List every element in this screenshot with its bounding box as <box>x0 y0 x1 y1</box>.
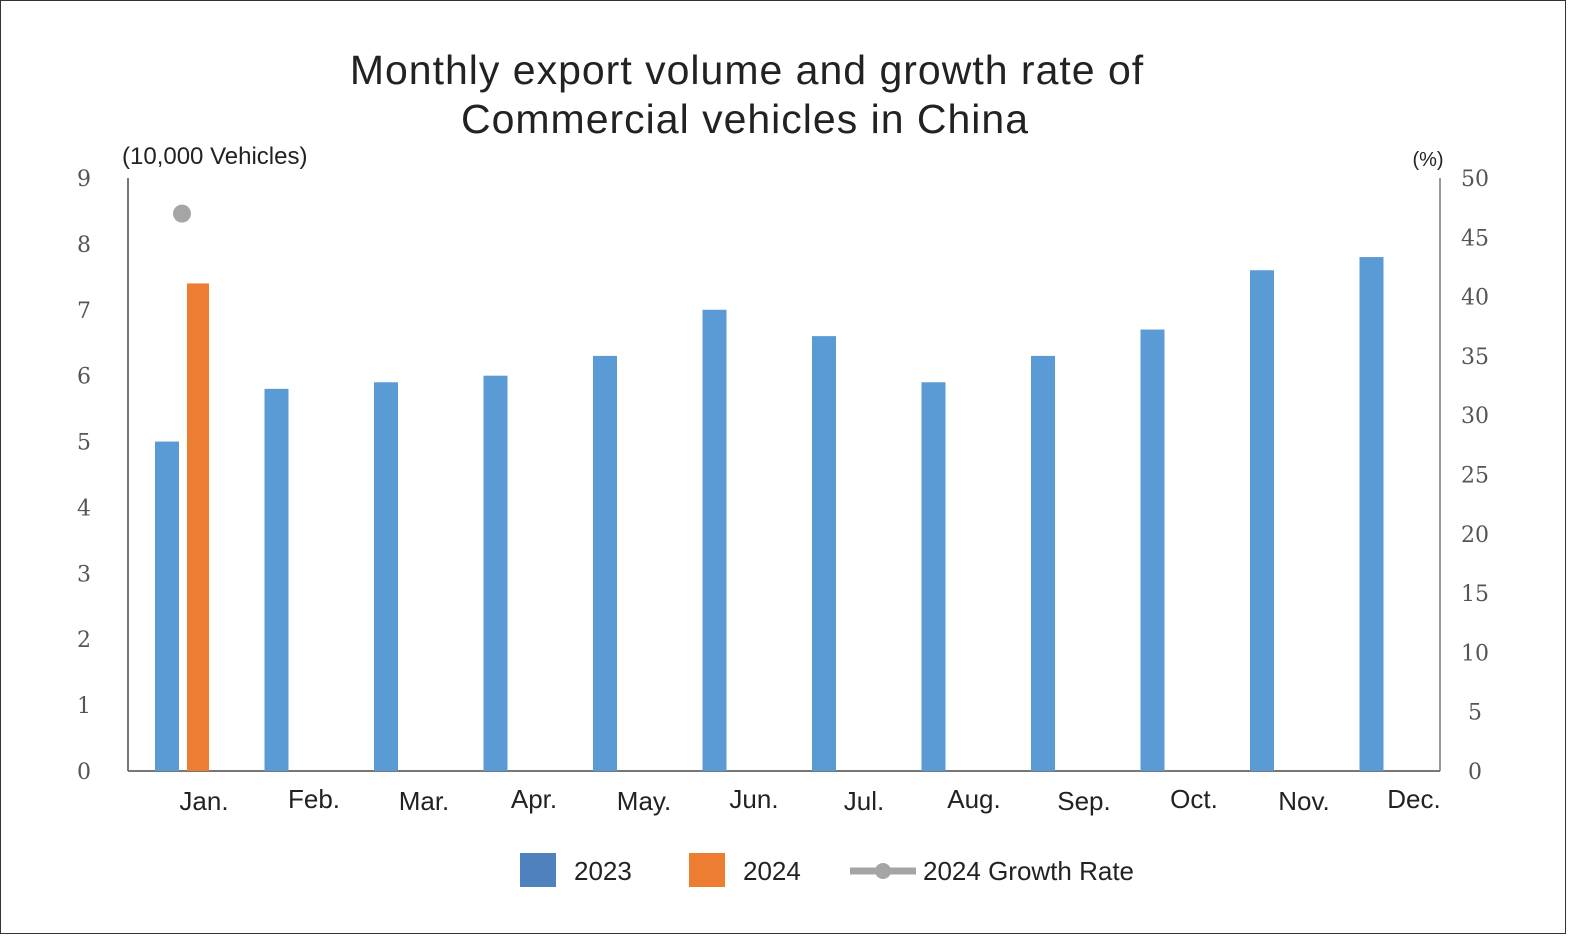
y2-tick-label: 50 <box>1461 167 1489 192</box>
x-tick-label: Oct. <box>1170 784 1218 814</box>
bar-2023 <box>1250 270 1274 771</box>
chart-title-line-2: Commercial vehicles in China <box>461 96 1029 142</box>
bar-2023 <box>155 441 179 771</box>
bar-2023 <box>1359 257 1384 772</box>
legend-label: 2023 <box>574 856 632 886</box>
y-tick-label: 9 <box>77 167 91 192</box>
x-tick-label: May. <box>617 786 671 816</box>
y-tick-label: 6 <box>77 365 91 390</box>
x-tick-label: Nov. <box>1278 786 1330 816</box>
bar-2023 <box>593 355 617 771</box>
chart-frame <box>0 0 1566 934</box>
bar-2023 <box>702 309 727 771</box>
y2-tick-label: 45 <box>1461 226 1489 251</box>
y2-tick-label: 20 <box>1461 523 1489 548</box>
y-tick-label: 2 <box>77 628 91 653</box>
legend-item-2024: 2024 <box>689 853 801 887</box>
y-tick-label: 8 <box>77 233 91 258</box>
y2-tick-label: 35 <box>1461 345 1489 370</box>
y2-tick-label: 10 <box>1461 641 1489 666</box>
x-tick-label: Apr. <box>511 784 557 814</box>
legend-label: 2024 <box>743 856 801 886</box>
x-tick-label: Mar. <box>399 786 450 816</box>
y2-axis-label: (%) <box>1412 149 1443 171</box>
legend-swatch <box>689 853 725 887</box>
x-tick-label: Feb. <box>288 784 340 814</box>
bar-2023 <box>812 336 836 771</box>
x-tick-label: Dec. <box>1387 784 1440 814</box>
legend-item-2024-growth-rate: 2024 Growth Rate <box>850 856 1134 886</box>
growth-rate-point <box>173 204 191 223</box>
y2-tick-label: 5 <box>1468 701 1482 726</box>
y2-tick-label: 30 <box>1461 404 1489 429</box>
x-tick-label: Aug. <box>947 784 1001 814</box>
y2-tick-label: 40 <box>1461 286 1489 311</box>
y-tick-label: 4 <box>77 496 91 521</box>
y-tick-label: 5 <box>77 431 91 456</box>
x-tick-label: Jan. <box>179 786 228 816</box>
y-tick-label: 7 <box>77 299 91 324</box>
x-tick-label: Sep. <box>1057 786 1111 816</box>
bar-2023 <box>264 388 289 771</box>
bar-2024 <box>187 283 209 771</box>
bar-2023 <box>1140 329 1165 771</box>
x-tick-label: Jun. <box>729 784 778 814</box>
legend-item-2023: 2023 <box>520 853 632 887</box>
y2-tick-label: 25 <box>1461 464 1489 489</box>
y-axis-label: (10,000 Vehicles) <box>122 143 307 170</box>
legend-swatch-marker <box>875 863 891 879</box>
legend-label: 2024 Growth Rate <box>923 856 1134 886</box>
y-tick-label: 0 <box>77 760 91 785</box>
y-tick-label: 1 <box>77 694 91 719</box>
x-tick-label: Jul. <box>844 786 884 816</box>
bar-2023 <box>921 382 946 771</box>
chart-title-line-1: Monthly export volume and growth rate of <box>350 47 1144 93</box>
bar-2023 <box>483 375 508 771</box>
y2-tick-label: 0 <box>1468 760 1482 785</box>
bar-2023 <box>374 382 398 771</box>
bar-2023 <box>1031 355 1055 771</box>
y2-tick-label: 15 <box>1461 582 1489 607</box>
y-tick-label: 3 <box>77 562 91 587</box>
legend-swatch <box>520 853 556 887</box>
